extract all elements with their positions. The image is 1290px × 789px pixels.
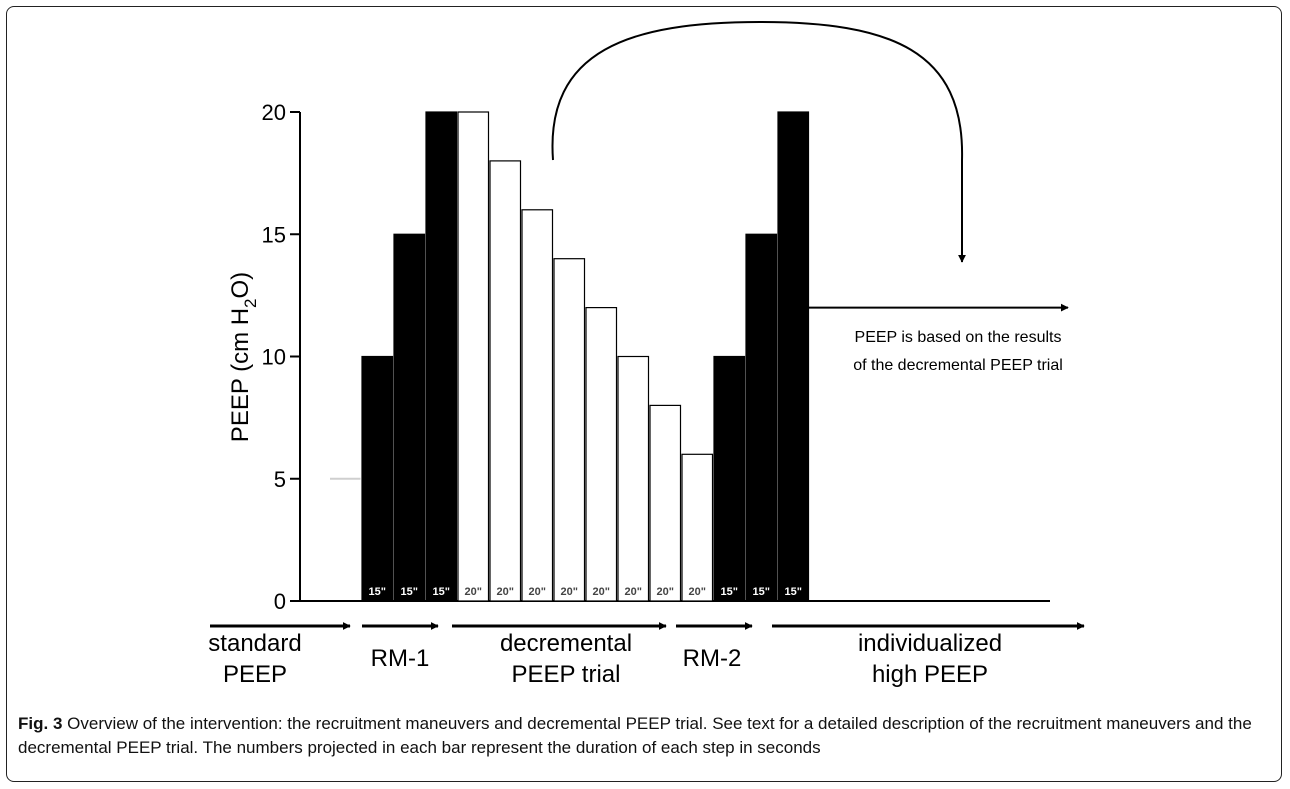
- bars-layer: 15" 15" 15" 20" 20" 20" 20" 20" 20" 20" 20" 15" 15" 1…: [330, 111, 1069, 602]
- bar-duration-label: 15": [369, 586, 386, 598]
- phase-label-individualized-2: high PEEP: [872, 661, 988, 688]
- phase-label-individualized-1: individualized: [858, 630, 1002, 657]
- bar: [585, 307, 618, 602]
- phase-label-rm1: RM-1: [371, 645, 430, 672]
- bar-duration-label: 20": [625, 586, 642, 598]
- bar: [681, 453, 714, 602]
- bar: [489, 160, 522, 602]
- phase-label-rm2: RM-2: [683, 645, 742, 672]
- caption-label: Fig. 3: [18, 714, 63, 733]
- bar-duration-label: 20": [561, 586, 578, 598]
- bar: [553, 258, 586, 602]
- bar-duration-label: 20": [593, 586, 610, 598]
- y-tick-label: 20: [262, 100, 286, 125]
- bar: [457, 111, 490, 602]
- phase-label-standard-1: standard: [208, 630, 301, 657]
- phase-label-decremental-2: PEEP trial: [512, 661, 621, 688]
- bar: [649, 404, 682, 602]
- bar: [777, 111, 810, 602]
- y-tick-label: 5: [274, 467, 286, 492]
- y-tick-label: 15: [262, 222, 286, 247]
- y-ticks-layer: 0 5 10 15 20: [262, 100, 300, 614]
- annotation-line-2: of the decremental PEEP trial: [853, 357, 1063, 374]
- y-axis-label: PEEP (cm H2O): [227, 272, 260, 442]
- bar-duration-label: 15": [721, 586, 738, 598]
- figure-caption: Fig. 3 Overview of the intervention: the…: [18, 712, 1273, 760]
- bar-duration-label: 20": [529, 586, 546, 598]
- bar: [617, 355, 650, 602]
- bar-duration-label: 20": [465, 586, 482, 598]
- bar-duration-label: 15": [753, 586, 770, 598]
- bar-duration-label: 15": [785, 586, 802, 598]
- bar-duration-label: 20": [657, 586, 674, 598]
- bar: [425, 111, 458, 602]
- phase-label-decremental-1: decremental: [500, 630, 632, 657]
- chart: PEEP (cm H2O) PEEP is based on the resul…: [208, 20, 1085, 688]
- phase-label-standard-2: PEEP: [223, 661, 287, 688]
- caption-text: Overview of the intervention: the recrui…: [18, 714, 1252, 757]
- bar-duration-label: 15": [433, 586, 450, 598]
- curved-arrow: [551, 20, 966, 263]
- y-tick-label: 0: [274, 589, 286, 614]
- bar: [361, 355, 394, 602]
- bar: [745, 233, 778, 602]
- bar: [713, 355, 746, 602]
- bar-duration-label: 20": [689, 586, 706, 598]
- bar-duration-label: 20": [497, 586, 514, 598]
- y-tick-label: 10: [262, 345, 286, 370]
- bar-duration-label: 15": [401, 586, 418, 598]
- figure-frame: [6, 6, 1282, 782]
- bar: [393, 233, 426, 602]
- annotation-line-1: PEEP is based on the results: [855, 329, 1062, 346]
- bar: [521, 209, 554, 602]
